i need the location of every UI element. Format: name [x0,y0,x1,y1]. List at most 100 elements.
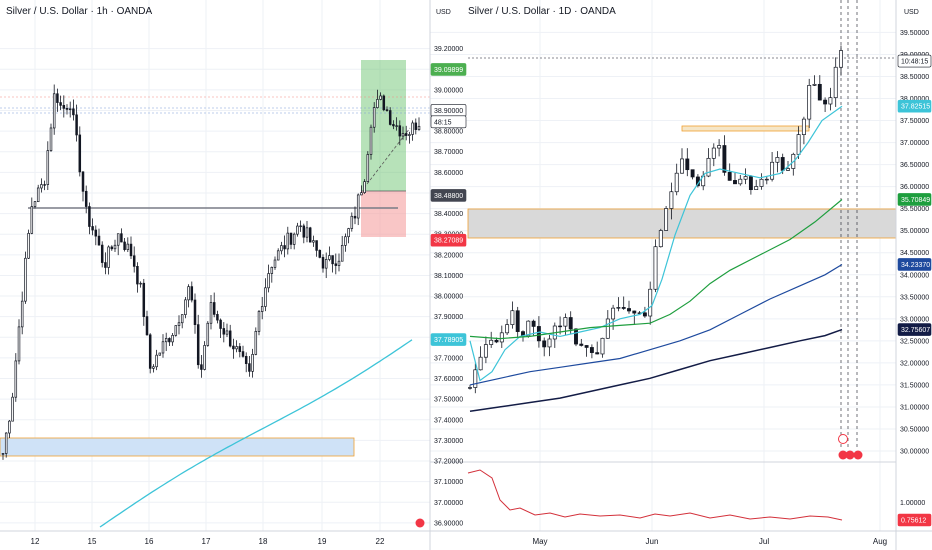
flag-icon[interactable] [853,450,863,460]
right-price-tag-label: 37.82515 [901,104,930,111]
candle-body [97,235,101,246]
candle-body [775,157,780,163]
candle-body [823,99,828,105]
candle-body [404,133,408,136]
flag-icon[interactable] [415,518,425,528]
candle-body [350,215,354,229]
price-tick-label: 38.00000 [900,96,929,103]
candle-body [33,201,37,207]
candle-body [611,307,616,320]
price-tick-label: 31.00000 [900,404,929,411]
price-tick-label: 37.60000 [434,376,463,383]
candle-body [88,206,91,227]
right-price-tag: 37.82515 [897,99,932,113]
left-price-tag-bg [430,189,467,202]
candle-body [536,326,541,342]
candle-body [759,178,764,187]
candle-body [642,312,647,317]
candle-body [68,108,72,111]
candle-body [244,356,248,365]
price-tick-label: 36.90000 [434,520,463,527]
left-grid [0,0,430,531]
time-tick-label: 12 [31,537,40,546]
candle-body [116,233,120,246]
time-tick-label: Jul [759,537,769,546]
price-tick-label: 37.50000 [434,397,463,404]
candle-body [669,191,674,209]
candle-body [286,232,290,250]
candle-body [203,345,206,370]
price-tick-label: 31.50000 [900,382,929,389]
candle-body [589,347,594,353]
left-time-axis[interactable]: 12 15 16 17 18 19 22 [31,537,385,546]
candle-body [17,326,21,362]
left-currency-label: USD [436,9,451,16]
rsi-value-tag-label: 0.75612 [901,518,926,525]
candle-body [489,339,494,345]
candle-body [727,172,732,181]
candle-body [337,260,341,266]
candle-body [171,334,174,343]
candle-body [369,126,373,155]
candle-body [807,85,812,120]
candle-body [11,396,14,422]
candle-body [292,233,296,245]
candle-body [483,344,488,358]
candle-body [148,334,152,369]
candle-body [648,288,653,317]
candle-body [91,226,94,231]
candle-body [531,320,536,327]
price-tick-label: 34.50000 [900,250,929,257]
candle-body [748,176,753,191]
candle-body [828,97,833,105]
candle-body [158,352,162,356]
rsi-value-tag-bg [897,513,932,527]
candle-body [283,245,286,250]
price-tick-label: 37.40000 [434,417,463,424]
rsi-value-tag: 0.75612 [897,513,932,527]
candle-body [299,225,302,228]
candle-body [126,243,130,250]
time-tick-label: 16 [145,537,154,546]
candle-body [711,147,716,159]
candle-body [40,184,43,189]
flag-icon[interactable] [845,450,855,460]
flag-icon[interactable] [838,434,848,444]
candle-body [52,93,56,129]
candle-body [515,310,520,332]
candle-body [216,314,219,321]
left-candles [1,84,421,460]
left-price-tag-bg [430,333,467,346]
candle-body [228,330,232,347]
candle-body [411,122,414,135]
left-price-tag-label: 37.78905 [434,337,463,344]
right-time-axis[interactable]: May Jun Jul Aug [532,537,887,546]
candle-body [100,244,104,263]
candle-body [113,244,117,250]
candle-body [8,420,11,434]
candle-body [547,338,552,348]
candle-body [209,302,213,324]
candle-body [510,310,515,326]
left-price-tag: 38.90000 [430,104,467,117]
right-price-tag: 35.70849 [897,193,932,206]
candle-body [839,50,843,68]
right-price-tag-bg [897,323,932,336]
right-price-tag: 32.75607 [897,323,932,336]
right-price-tag-label: 10:48:15 [901,59,928,66]
candle-body [584,345,589,348]
candle-body [408,134,411,136]
candle-body [363,181,366,194]
candle-body [344,236,347,246]
right-resistance-zone [681,125,810,132]
left-price-tag-label: 38.48800 [434,193,463,200]
price-tick-label: 37.00000 [900,140,929,147]
candle-body [184,299,187,316]
candle-body [376,99,379,108]
candle-body [196,324,200,366]
candle-body [812,83,817,86]
flag-icon[interactable] [838,450,848,460]
candle-body [155,354,158,368]
ma-blue-line [469,263,843,386]
left-price-tag-label: 48:15 [434,119,452,126]
